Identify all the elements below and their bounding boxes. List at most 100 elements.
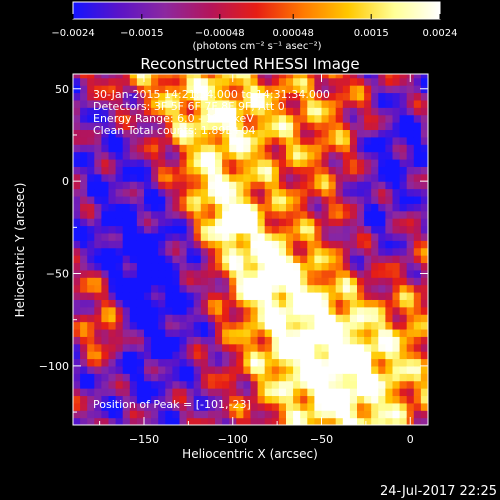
heatmap-cell [399,188,408,197]
heatmap-cell [371,351,379,360]
heatmap-cell [385,181,394,190]
heatmap-cell [215,373,223,382]
heatmap-cell [293,365,301,374]
heatmap-cell [250,225,259,234]
heatmap-cell [165,380,173,389]
heatmap-cell [87,166,95,175]
heatmap-cell [122,136,131,145]
heatmap-cell [342,373,351,382]
heatmap-cell [129,373,138,382]
heatmap-cell [392,136,401,145]
heatmap-cell [144,365,152,374]
heatmap-cell [314,291,323,300]
heatmap-cell [420,74,428,79]
heatmap-cell [364,299,372,308]
heatmap-cell [314,328,323,337]
heatmap-cell [349,210,358,219]
heatmap-cell [222,144,230,153]
heatmap-cell [342,410,351,419]
heatmap-cell [413,114,422,123]
heatmap-cell [264,107,273,116]
heatmap-cell [101,358,110,367]
heatmap-cell [193,417,202,425]
heatmap-cell [80,218,88,227]
heatmap-cell [406,410,415,419]
heatmap-cell [73,210,81,219]
y-tick-label: −100 [39,360,69,373]
heatmap-cell [136,306,145,315]
heatmap-cell [193,388,202,397]
heatmap-cell [186,321,195,330]
heatmap-cell [257,122,266,131]
heatmap-cell [321,99,330,108]
heatmap-cell [243,218,252,227]
heatmap-cell [193,314,202,323]
heatmap-cell [229,173,237,182]
heatmap-cell [94,277,102,286]
heatmap-cell [165,351,173,360]
heatmap-cell [271,321,280,330]
heatmap-cell [122,291,131,300]
heatmap-cell [236,99,244,108]
heatmap-cell [293,373,301,382]
heatmap-cell [172,136,181,145]
heatmap-cell [122,351,131,360]
heatmap-cell [321,336,330,345]
heatmap-cell [122,92,131,101]
heatmap-cell [293,247,301,256]
heatmap-cell [87,380,95,389]
heatmap-cell [101,107,110,116]
heatmap-cell [158,410,166,419]
heatmap-cell [172,343,181,352]
heatmap-cell [399,365,408,374]
heatmap-cell [172,358,181,367]
heatmap-cell [172,247,181,256]
heatmap-cell [392,107,401,116]
heatmap-cell [129,410,138,419]
heatmap-cell [406,402,415,411]
heatmap-cell [392,77,401,86]
heatmap-cell [129,136,138,145]
heatmap-cell [364,365,372,374]
heatmap-cell [300,122,308,131]
heatmap-cell [349,203,358,212]
heatmap-cell [307,306,315,315]
y-axis-label: Heliocentric Y (arcsec) [13,183,27,318]
heatmap-cell [165,74,173,79]
heatmap-cell [293,210,301,219]
heatmap-cell [129,314,138,323]
heatmap-cell [229,158,237,167]
heatmap-cell [73,92,81,101]
heatmap-cell [186,395,195,404]
heatmap-cell [101,373,110,382]
heatmap-cell [335,247,344,256]
heatmap-cell [101,99,110,108]
heatmap-cell [335,136,344,145]
heatmap-cell [73,114,81,123]
heatmap-cell [87,225,95,234]
heatmap-cell [229,262,237,271]
heatmap-cell [80,181,88,190]
heatmap-cell [357,136,365,145]
heatmap-cell [144,417,152,425]
heatmap-cell [278,395,287,404]
heatmap-cell [151,321,159,330]
heatmap-cell [413,188,422,197]
heatmap-cell [257,380,266,389]
heatmap-cell [108,402,117,411]
colorbar-tick-label: 0.00048 [273,28,314,39]
heatmap-cell [193,291,202,300]
colorbar-tick-label: −0.00048 [195,28,245,39]
heatmap-cell [420,158,428,167]
heatmap-cell [186,92,195,101]
heatmap-cell [300,218,308,227]
heatmap-cell [136,380,145,389]
heatmap-cell [151,395,159,404]
heatmap-cell [321,232,330,241]
heatmap-cell [271,314,280,323]
heatmap-cell [165,299,173,308]
heatmap-cell [392,85,401,94]
colorbar-tick-label: −0.0024 [51,28,94,39]
heatmap-cell [108,181,117,190]
heatmap-cell [144,232,152,241]
